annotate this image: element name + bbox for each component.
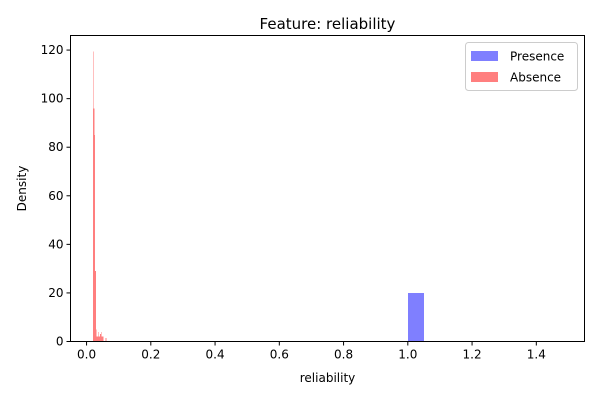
legend-swatch-absence [471, 72, 498, 82]
x-axis: 0.0 0.2 0.4 0.6 0.8 1.0 1.2 1.4 [77, 341, 546, 362]
bars-layer [92, 51, 424, 342]
bar-absence-0 [92, 51, 94, 342]
bar-absence-2 [94, 135, 96, 342]
x-tick-label: 0.8 [334, 348, 353, 362]
legend: Presence Absence [465, 42, 578, 91]
chart-title: Feature: reliability [260, 15, 396, 33]
bar-absence-14 [102, 336, 104, 342]
bar-absence-12 [101, 331, 103, 342]
bar-absence-5 [96, 336, 98, 342]
y-tick-label: 40 [48, 237, 63, 251]
legend-swatch-presence [471, 51, 498, 61]
y-tick-label: 100 [41, 92, 64, 106]
bar-absence-3 [95, 271, 96, 342]
bar-absence-10 [100, 334, 101, 342]
plot-area [70, 35, 585, 342]
bar-absence-7 [97, 331, 99, 342]
bar-absence-9 [99, 336, 101, 342]
y-axis: 0 20 40 60 80 100 120 [41, 43, 71, 349]
bar-absence-6 [97, 336, 98, 342]
x-tick-label: 0.2 [141, 348, 160, 362]
y-tick-label: 60 [48, 189, 63, 203]
bar-absence-1 [93, 108, 95, 342]
bar-absence-4 [95, 329, 97, 342]
x-tick-label: 0.4 [206, 348, 225, 362]
legend-label-absence: Absence [510, 71, 561, 85]
x-tick-label: 0.6 [270, 348, 289, 362]
bar-absence-11 [100, 336, 102, 342]
x-tick-label: 0.0 [77, 348, 96, 362]
y-tick-label: 80 [48, 140, 63, 154]
legend-label-presence: Presence [510, 50, 564, 64]
x-tick-label: 1.4 [527, 348, 546, 362]
plot-frame [70, 35, 585, 342]
x-tick-label: 1.0 [398, 348, 417, 362]
bar-absence-13 [102, 336, 103, 342]
y-tick-label: 0 [56, 335, 64, 349]
bar-absence-8 [98, 336, 100, 342]
y-tick-label: 120 [41, 43, 64, 57]
bar-presence-0 [407, 292, 424, 342]
bar-absence-15 [105, 337, 107, 342]
y-tick-label: 20 [48, 286, 63, 300]
x-axis-title: reliability [300, 371, 356, 385]
y-axis-title: Density [15, 166, 29, 212]
x-tick-label: 1.2 [463, 348, 482, 362]
